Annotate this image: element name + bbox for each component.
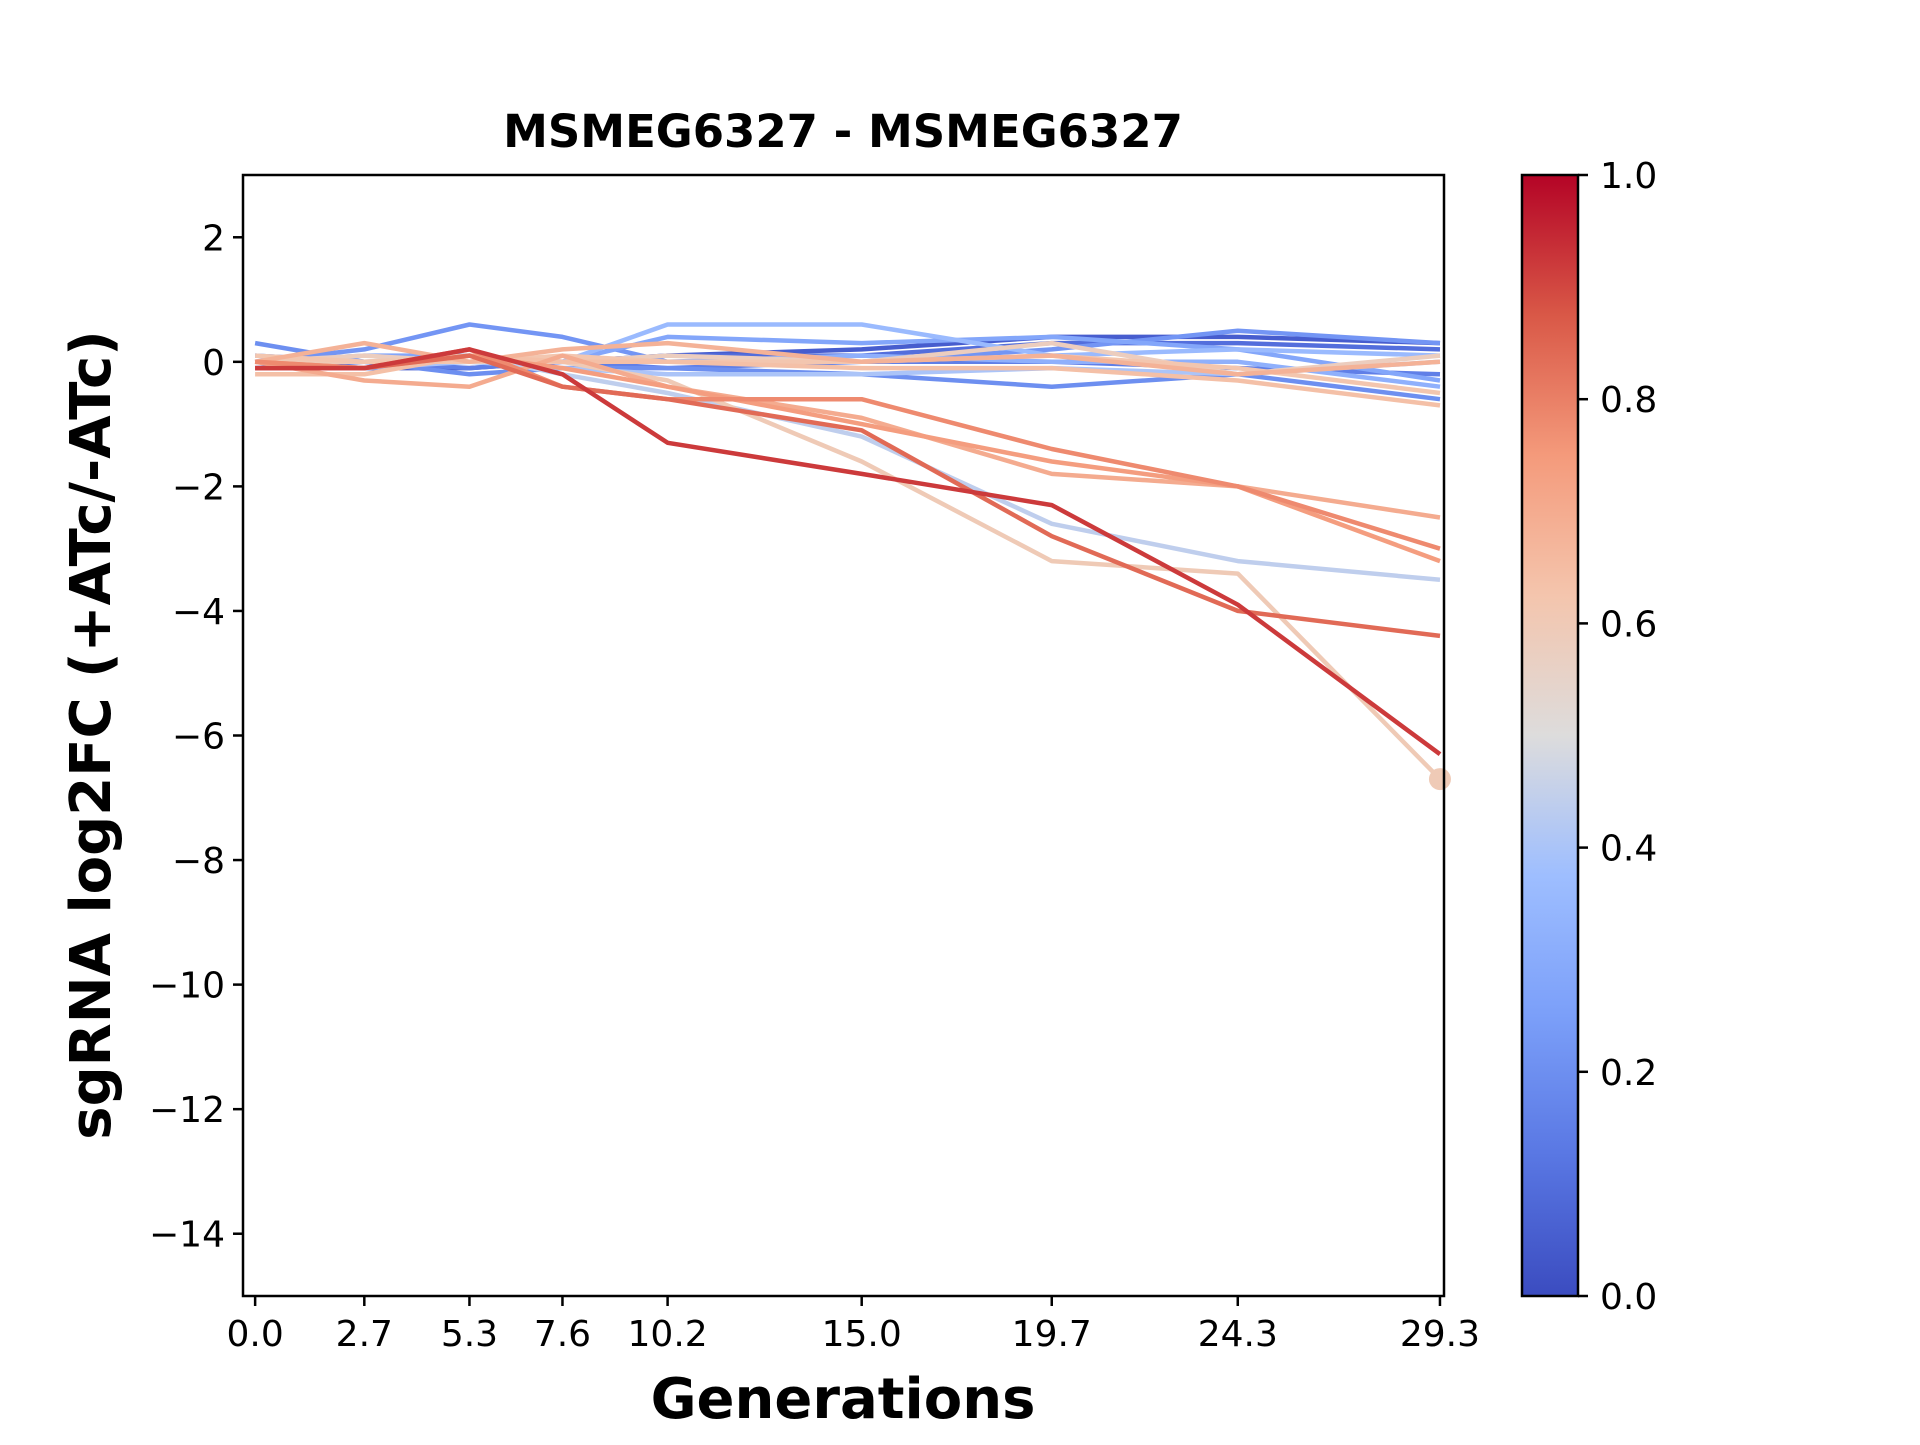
x-tick-label: 15.0 bbox=[822, 1314, 902, 1355]
colorbar bbox=[1520, 173, 1580, 1298]
y-tick-label: −8 bbox=[172, 841, 225, 882]
colorbar-ticks: 0.0 0.2 0.4 0.6 0.8 1.0 bbox=[1578, 156, 1657, 1318]
colorbar-tick-label: 1.0 bbox=[1600, 156, 1657, 197]
y-tick-label: −2 bbox=[172, 467, 225, 508]
y-tick-label: −4 bbox=[172, 592, 225, 633]
chart-title: MSMEG6327 - MSMEG6327 bbox=[503, 105, 1183, 158]
y-tick-label: −14 bbox=[149, 1215, 225, 1256]
colorbar-tick-label: 0.6 bbox=[1600, 604, 1657, 645]
x-tick-label: 24.3 bbox=[1198, 1314, 1278, 1355]
y-axis-label: sgRNA log2FC (+ATc/-ATc) bbox=[59, 330, 124, 1140]
marker-layer bbox=[1428, 768, 1451, 791]
y-tick-label: −6 bbox=[172, 717, 225, 758]
x-tick-label: 10.2 bbox=[628, 1314, 708, 1355]
colorbar-tick-label: 0.0 bbox=[1600, 1277, 1657, 1318]
colorbar-tick-label: 0.2 bbox=[1600, 1053, 1657, 1094]
x-tick-label: 2.7 bbox=[336, 1314, 393, 1355]
x-tick-label: 19.7 bbox=[1012, 1314, 1092, 1355]
x-tick-label: 29.3 bbox=[1400, 1314, 1480, 1355]
colorbar-tick-label: 0.4 bbox=[1600, 829, 1657, 870]
x-axis-ticks: 0.0 2.7 5.3 7.6 10.2 15.0 19.7 24.3 29.3 bbox=[226, 1296, 1480, 1355]
x-tick-label: 7.6 bbox=[534, 1314, 591, 1355]
y-tick-label: 0 bbox=[202, 343, 225, 384]
series-layer bbox=[254, 322, 1442, 781]
end-point-marker bbox=[1428, 768, 1451, 791]
series-line-10 bbox=[255, 353, 1441, 583]
colorbar-tick-label: 0.8 bbox=[1600, 380, 1657, 421]
series-line-20 bbox=[255, 347, 1442, 757]
y-tick-label: 2 bbox=[202, 218, 225, 259]
series-line-15 bbox=[254, 340, 1441, 377]
x-tick-label: 5.3 bbox=[441, 1314, 498, 1355]
series-line-14 bbox=[255, 353, 1441, 408]
x-tick-label: 0.0 bbox=[226, 1314, 283, 1355]
y-axis-ticks: 2 0 −2 −4 −6 −8 −10 −12 −14 bbox=[149, 218, 243, 1256]
y-tick-label: −12 bbox=[149, 1090, 225, 1131]
y-tick-label: −10 bbox=[149, 966, 225, 1007]
x-axis-label: Generations bbox=[651, 1367, 1036, 1432]
